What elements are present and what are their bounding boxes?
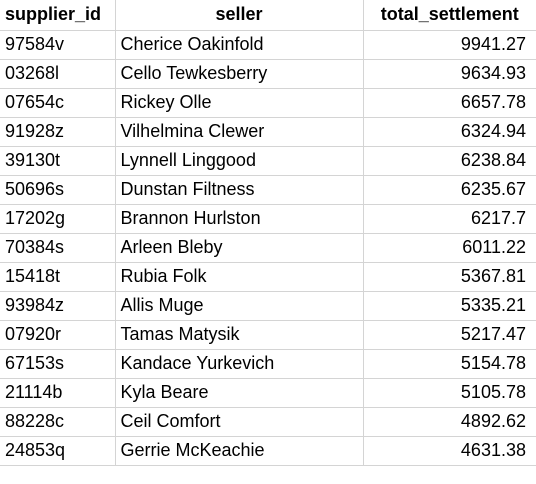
- cell-total-settlement[interactable]: 6011.22: [363, 233, 536, 263]
- cell-supplier-id[interactable]: 17202g: [0, 204, 116, 234]
- cell-supplier-id[interactable]: 91928z: [0, 117, 116, 147]
- cell-seller[interactable]: Rickey Olle: [115, 88, 364, 118]
- cell-supplier-id[interactable]: 67153s: [0, 349, 116, 379]
- table-row: 15418t Rubia Folk 5367.81: [0, 262, 536, 292]
- cell-supplier-id[interactable]: 07654c: [0, 88, 116, 118]
- table-row: 97584v Cherice Oakinfold 9941.27: [0, 30, 536, 60]
- cell-seller[interactable]: Brannon Hurlston: [115, 204, 364, 234]
- table-row: 21114b Kyla Beare 5105.78: [0, 378, 536, 408]
- data-table: supplier_id seller total_settlement 9758…: [0, 0, 536, 466]
- table-row: 88228c Ceil Comfort 4892.62: [0, 407, 536, 437]
- header-supplier-id[interactable]: supplier_id: [0, 0, 116, 31]
- header-total-settlement[interactable]: total_settlement: [363, 0, 536, 31]
- cell-total-settlement[interactable]: 6238.84: [363, 146, 536, 176]
- table-row: 93984z Allis Muge 5335.21: [0, 291, 536, 321]
- cell-seller[interactable]: Dunstan Filtness: [115, 175, 364, 205]
- cell-supplier-id[interactable]: 03268l: [0, 59, 116, 89]
- cell-supplier-id[interactable]: 21114b: [0, 378, 116, 408]
- table-row: 07920r Tamas Matysik 5217.47: [0, 320, 536, 350]
- cell-supplier-id[interactable]: 97584v: [0, 30, 116, 60]
- table-row: 07654c Rickey Olle 6657.78: [0, 88, 536, 118]
- cell-seller[interactable]: Allis Muge: [115, 291, 364, 321]
- table-row: 39130t Lynnell Linggood 6238.84: [0, 146, 536, 176]
- cell-seller[interactable]: Cello Tewkesberry: [115, 59, 364, 89]
- cell-supplier-id[interactable]: 93984z: [0, 291, 116, 321]
- cell-total-settlement[interactable]: 5105.78: [363, 378, 536, 408]
- cell-supplier-id[interactable]: 88228c: [0, 407, 116, 437]
- cell-seller[interactable]: Arleen Bleby: [115, 233, 364, 263]
- cell-supplier-id[interactable]: 07920r: [0, 320, 116, 350]
- cell-total-settlement[interactable]: 4892.62: [363, 407, 536, 437]
- table-row: 24853q Gerrie McKeachie 4631.38: [0, 436, 536, 466]
- table-row: 17202g Brannon Hurlston 6217.7: [0, 204, 536, 234]
- cell-seller[interactable]: Vilhelmina Clewer: [115, 117, 364, 147]
- header-seller[interactable]: seller: [115, 0, 364, 31]
- cell-seller[interactable]: Cherice Oakinfold: [115, 30, 364, 60]
- cell-total-settlement[interactable]: 6324.94: [363, 117, 536, 147]
- table-row: 70384s Arleen Bleby 6011.22: [0, 233, 536, 263]
- cell-seller[interactable]: Kyla Beare: [115, 378, 364, 408]
- cell-total-settlement[interactable]: 5217.47: [363, 320, 536, 350]
- cell-supplier-id[interactable]: 50696s: [0, 175, 116, 205]
- cell-seller[interactable]: Ceil Comfort: [115, 407, 364, 437]
- cell-seller[interactable]: Kandace Yurkevich: [115, 349, 364, 379]
- cell-total-settlement[interactable]: 9941.27: [363, 30, 536, 60]
- cell-seller[interactable]: Lynnell Linggood: [115, 146, 364, 176]
- cell-supplier-id[interactable]: 70384s: [0, 233, 116, 263]
- cell-supplier-id[interactable]: 15418t: [0, 262, 116, 292]
- header-row: supplier_id seller total_settlement: [0, 0, 536, 31]
- cell-total-settlement[interactable]: 4631.38: [363, 436, 536, 466]
- cell-total-settlement[interactable]: 5335.21: [363, 291, 536, 321]
- table-row: 50696s Dunstan Filtness 6235.67: [0, 175, 536, 205]
- cell-total-settlement[interactable]: 5367.81: [363, 262, 536, 292]
- cell-total-settlement[interactable]: 5154.78: [363, 349, 536, 379]
- table-row: 03268l Cello Tewkesberry 9634.93: [0, 59, 536, 89]
- cell-supplier-id[interactable]: 39130t: [0, 146, 116, 176]
- cell-seller[interactable]: Tamas Matysik: [115, 320, 364, 350]
- cell-total-settlement[interactable]: 6657.78: [363, 88, 536, 118]
- table-row: 91928z Vilhelmina Clewer 6324.94: [0, 117, 536, 147]
- cell-seller[interactable]: Gerrie McKeachie: [115, 436, 364, 466]
- cell-total-settlement[interactable]: 6235.67: [363, 175, 536, 205]
- cell-seller[interactable]: Rubia Folk: [115, 262, 364, 292]
- cell-total-settlement[interactable]: 9634.93: [363, 59, 536, 89]
- cell-total-settlement[interactable]: 6217.7: [363, 204, 536, 234]
- table-row: 67153s Kandace Yurkevich 5154.78: [0, 349, 536, 379]
- cell-supplier-id[interactable]: 24853q: [0, 436, 116, 466]
